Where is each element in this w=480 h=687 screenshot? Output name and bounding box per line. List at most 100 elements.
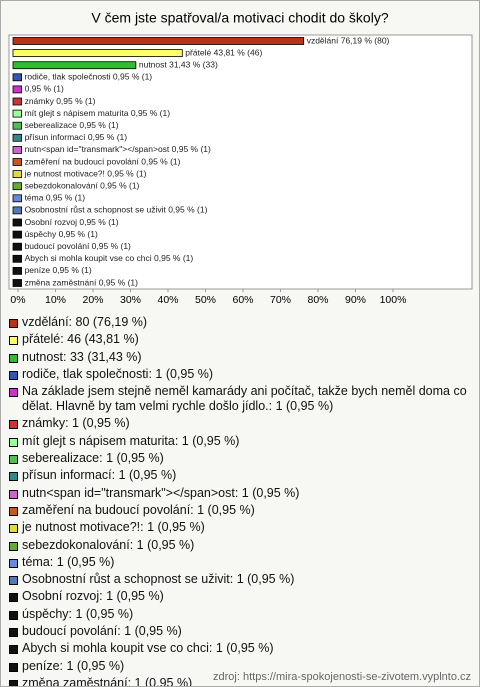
legend-label: známky: 1 (0,95 %) bbox=[22, 416, 130, 431]
plot-area bbox=[8, 34, 473, 290]
source: zdroj: https://mira-spokojenosti-se-zivo… bbox=[213, 671, 471, 683]
legend-label: je nutnost motivace?!: 1 (0,95 %) bbox=[22, 520, 205, 535]
legend-entry: mít glejt s nápisem maturita: 1 (0,95 %) bbox=[9, 434, 471, 449]
bar-label: změna zaměstnání 0,95 % (1) bbox=[25, 277, 139, 287]
x-tick-label: 40% bbox=[157, 294, 178, 306]
bar-label: peníze 0,95 % (1) bbox=[25, 265, 92, 275]
legend-entry: úspěchy: 1 (0,95 %) bbox=[9, 607, 471, 622]
legend-swatch bbox=[9, 662, 18, 672]
legend-entry: je nutnost motivace?!: 1 (0,95 %) bbox=[9, 520, 471, 535]
legend-swatch bbox=[9, 455, 18, 465]
legend-entry: sebezdokonalování: 1 (0,95 %) bbox=[9, 538, 471, 553]
chart: V čem jste spatřoval/a motivaci chodit d… bbox=[8, 10, 473, 306]
legend-label: Osobnostní růst a schopnost se uživit: 1… bbox=[22, 572, 295, 587]
legend-swatch bbox=[9, 506, 18, 516]
bar bbox=[12, 218, 22, 227]
bar-label: Osobní rozvoj 0,95 % (1) bbox=[25, 217, 119, 227]
legend-swatch bbox=[9, 370, 18, 380]
bar bbox=[12, 170, 22, 179]
legend-label: nutnost: 33 (31,43 %) bbox=[22, 349, 142, 364]
bar-label: sebezdokonalování 0,95 % (1) bbox=[25, 180, 140, 190]
bar bbox=[12, 266, 22, 275]
bar bbox=[12, 61, 137, 70]
legend-label: úspěchy: 1 (0,95 %) bbox=[22, 606, 134, 621]
legend-entry: nutnost: 33 (31,43 %) bbox=[9, 350, 471, 365]
legend-label: změna zaměstnání: 1 (0,95 %) bbox=[22, 675, 193, 687]
x-tick-label: 50% bbox=[195, 294, 216, 306]
legend-entry: přátelé: 46 (43,81 %) bbox=[9, 332, 471, 347]
x-tick-label: 10% bbox=[45, 294, 66, 306]
bar-label: přátelé 43,81 % (46) bbox=[185, 47, 262, 57]
x-tick-label: 0% bbox=[10, 294, 25, 306]
bar-label: mít glejt s nápisem maturita 0,95 % (1) bbox=[25, 108, 171, 118]
chart-title: V čem jste spatřoval/a motivaci chodit d… bbox=[91, 10, 388, 26]
bar bbox=[12, 109, 22, 118]
legend-label: sebezdokonalování: 1 (0,95 %) bbox=[22, 537, 195, 552]
legend-swatch bbox=[9, 353, 18, 363]
bar bbox=[12, 182, 22, 191]
legend-swatch bbox=[9, 679, 18, 686]
bar bbox=[12, 73, 22, 82]
x-tick-label: 100% bbox=[380, 294, 407, 306]
legend-swatch bbox=[9, 593, 18, 603]
bar-label: nutn<span id="transmark"></span>ost 0,95… bbox=[25, 144, 211, 154]
bar-label: vzdělání 76,19 % (80) bbox=[307, 35, 390, 45]
x-tick-label: 80% bbox=[307, 294, 328, 306]
legend-label: zaměření na budoucí povolání: 1 (0,95 %) bbox=[22, 502, 255, 517]
bar-label: nutnost 31,43 % (33) bbox=[139, 59, 218, 69]
bar-label: úspěchy 0,95 % (1) bbox=[25, 229, 98, 239]
x-tick-label: 70% bbox=[270, 294, 291, 306]
bar bbox=[12, 230, 22, 239]
bar bbox=[12, 49, 183, 57]
bar-label: rodiče, tlak společnosti 0,95 % (1) bbox=[25, 72, 153, 82]
legend-label: nutn<span id="transmark"></span>ost: 1 (… bbox=[22, 485, 300, 500]
legend-label: přísun informací: 1 (0,95 %) bbox=[22, 468, 177, 483]
bar-label: zaměření na budoucí povolání 0,95 % (1) bbox=[25, 156, 181, 166]
bar-label: přísun informací 0,95 % (1) bbox=[25, 132, 128, 142]
legend-label: rodiče, tlak společnosti: 1 (0,95 %) bbox=[22, 366, 214, 381]
bar-label: budoucí povolání 0,95 % (1) bbox=[25, 241, 131, 251]
legend-entry: vzdělání: 80 (76,19 %) bbox=[9, 315, 471, 330]
bar-label: seberealizace 0,95 % (1) bbox=[25, 120, 119, 130]
legend: vzdělání: 80 (76,19 %) přátelé: 46 (43,81… bbox=[9, 315, 471, 687]
bar bbox=[12, 37, 305, 45]
legend-swatch bbox=[9, 628, 18, 638]
legend-entry: Osobní rozvoj: 1 (0,95 %) bbox=[9, 589, 471, 604]
legend-swatch bbox=[9, 472, 18, 482]
bar-label: Abych si mohla koupit vse co chci 0,95 %… bbox=[25, 253, 194, 263]
legend-entry: budoucí povolání: 1 (0,95 %) bbox=[9, 624, 471, 639]
legend-entry: známky: 1 (0,95 %) bbox=[9, 416, 471, 431]
legend-swatch bbox=[9, 420, 18, 430]
legend-label: Abych si mohla koupit vse co chci: 1 (0,… bbox=[22, 641, 274, 656]
legend-swatch bbox=[9, 541, 18, 551]
bar bbox=[12, 121, 22, 130]
legend-label: Osobní rozvoj: 1 (0,95 %) bbox=[22, 589, 164, 604]
bar bbox=[12, 145, 22, 154]
bar bbox=[12, 158, 22, 166]
bar bbox=[12, 279, 22, 287]
bar-label: Osobnostní růst a schopnost se uživit 0,… bbox=[25, 205, 208, 215]
bar bbox=[12, 133, 22, 142]
legend-swatch bbox=[9, 645, 18, 655]
legend-swatch bbox=[9, 610, 18, 620]
legend-entry: seberealizace: 1 (0,95 %) bbox=[9, 451, 471, 466]
bar bbox=[12, 206, 22, 215]
bar-label: je nutnost motivace?! 0,95 % (1) bbox=[24, 168, 147, 178]
bar bbox=[12, 85, 22, 94]
bar-label: 0,95 % (1) bbox=[25, 84, 64, 94]
x-tick-label: 30% bbox=[120, 294, 141, 306]
legend-entry: peníze: 1 (0,95 %) bbox=[9, 659, 471, 674]
legend-entry: zaměření na budoucí povolání: 1 (0,95 %) bbox=[9, 503, 471, 518]
legend-label: budoucí povolání: 1 (0,95 %) bbox=[22, 624, 182, 639]
legend-swatch bbox=[9, 576, 18, 586]
x-tick-label: 90% bbox=[345, 294, 366, 306]
legend-entry: Osobnostní růst a schopnost se uživit: 1… bbox=[9, 572, 471, 587]
legend-label: vzdělání: 80 (76,19 %) bbox=[22, 315, 148, 329]
legend-swatch bbox=[9, 388, 18, 398]
bar bbox=[12, 242, 22, 251]
legend-entry: Na základe jsem stejně neměl kamarády an… bbox=[9, 384, 471, 414]
legend-label: mít glejt s nápisem maturita: 1 (0,95 %) bbox=[22, 433, 240, 448]
legend-swatch bbox=[9, 319, 18, 328]
bar bbox=[12, 97, 22, 106]
x-tick-label: 60% bbox=[232, 294, 253, 306]
